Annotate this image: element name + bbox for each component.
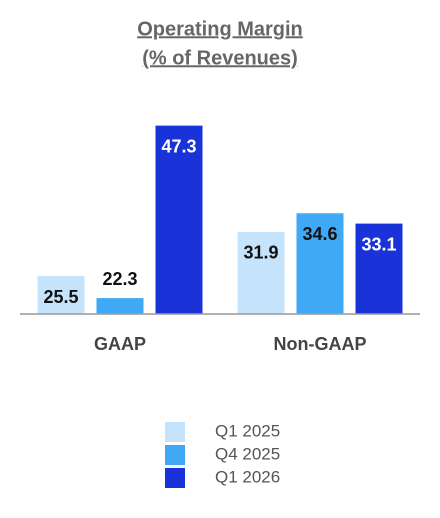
bar — [355, 223, 403, 314]
x-tick-label: GAAP — [94, 334, 146, 354]
value-label: 22.3 — [102, 269, 137, 289]
bar — [96, 298, 144, 314]
value-label: 47.3 — [161, 136, 196, 156]
bar — [37, 276, 85, 314]
chart-title: Operating Margin — [137, 18, 303, 40]
bar — [296, 213, 344, 314]
legend-swatch — [165, 445, 185, 465]
value-label: 34.6 — [302, 224, 337, 244]
x-tick-label: Non-GAAP — [274, 334, 367, 354]
legend-swatch — [165, 422, 185, 442]
value-label: 33.1 — [361, 234, 396, 254]
bar — [155, 125, 203, 314]
legend-label: Q4 2025 — [215, 444, 280, 463]
value-label: 25.5 — [43, 287, 78, 307]
legend-swatch — [165, 468, 185, 488]
value-label: 31.9 — [243, 243, 278, 263]
bar — [237, 231, 285, 314]
legend-label: Q1 2026 — [215, 467, 280, 486]
legend-label: Q1 2025 — [215, 421, 280, 440]
chart-title: (% of Revenues) — [142, 47, 298, 69]
